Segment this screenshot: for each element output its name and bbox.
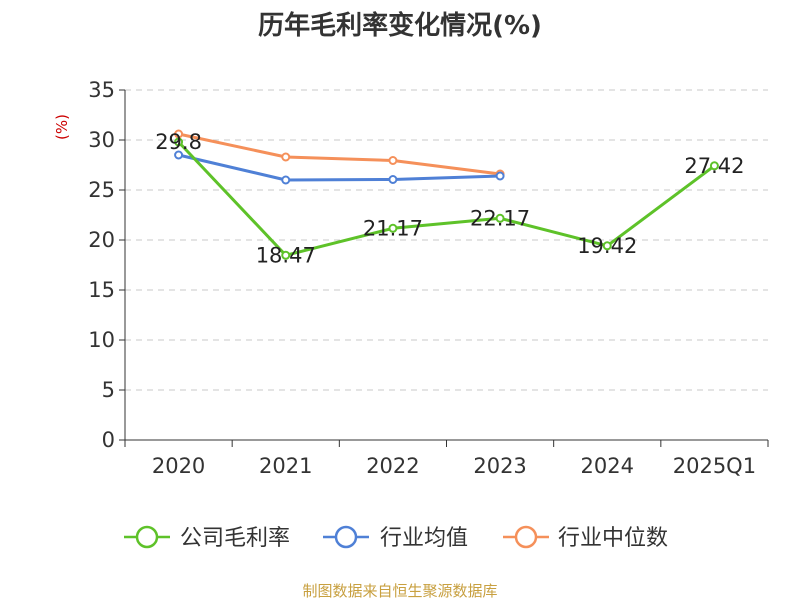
x-tick-label: 2024 (581, 454, 634, 478)
chart-title: 历年毛利率变化情况(%) (258, 10, 542, 41)
x-tick-label: 2020 (152, 454, 205, 478)
series-1-point[interactable] (281, 175, 291, 185)
y-tick-label: 15 (88, 278, 115, 302)
source-note: 制图数据来自恒生聚源数据库 (302, 582, 497, 600)
data-label: 18.47 (256, 243, 316, 267)
series-1-point[interactable] (388, 175, 398, 184)
x-tick-label: 2022 (366, 454, 419, 478)
data-label: 27.42 (684, 154, 744, 178)
legend-label[interactable]: 行业均值 (380, 526, 468, 551)
legend-label[interactable]: 行业中位数 (558, 526, 668, 551)
series-0-point[interactable] (174, 137, 184, 147)
y-tick-label: 30 (88, 128, 115, 152)
series-0-point[interactable] (388, 223, 398, 233)
series-2-point[interactable] (388, 156, 398, 165)
data-label: 19.42 (577, 234, 637, 258)
x-tick-label: 2025Q1 (673, 454, 756, 478)
y-tick-label: 35 (88, 78, 115, 102)
y-axis-label: (%) (53, 114, 71, 140)
y-tick-label: 25 (88, 178, 115, 202)
x-tick-label: 2021 (259, 454, 312, 478)
series-2-line (178, 132, 501, 176)
x-tick-label: 2023 (473, 454, 526, 478)
y-tick-label: 0 (102, 428, 115, 452)
legend-marker-circle[interactable] (514, 525, 538, 549)
legend-marker-circle[interactable] (334, 525, 358, 549)
data-label: 22.17 (470, 206, 530, 230)
data-label: 29.8 (155, 130, 202, 154)
y-tick-label: 10 (88, 328, 115, 352)
legend[interactable]: 公司毛利率 行业均值 行业中位数 (124, 525, 668, 551)
series-0-point[interactable] (602, 241, 612, 251)
series-1-line (178, 153, 501, 182)
y-tick-label: 20 (88, 228, 115, 252)
series-lines (174, 129, 719, 260)
series-0-point[interactable] (709, 161, 719, 171)
series-2-point[interactable] (281, 152, 291, 162)
series-0-point[interactable] (281, 250, 291, 260)
axes: 0 5 10 15 20 25 30 35 2020 2021 2022 2023 2024 2025Q1 (88, 78, 769, 478)
y-tick-label: 5 (102, 378, 115, 402)
gridlines (125, 89, 768, 391)
legend-label[interactable]: 公司毛利率 (180, 526, 290, 551)
data-labels: 29.8 18.47 21.17 22.17 19.42 27.42 (155, 130, 744, 267)
series-1-point[interactable] (495, 171, 505, 181)
series-0-line (177, 140, 716, 257)
series-0-point[interactable] (495, 213, 505, 223)
data-label: 21.17 (363, 216, 423, 240)
legend-marker-circle[interactable] (135, 525, 159, 549)
series-1-point[interactable] (174, 150, 184, 160)
